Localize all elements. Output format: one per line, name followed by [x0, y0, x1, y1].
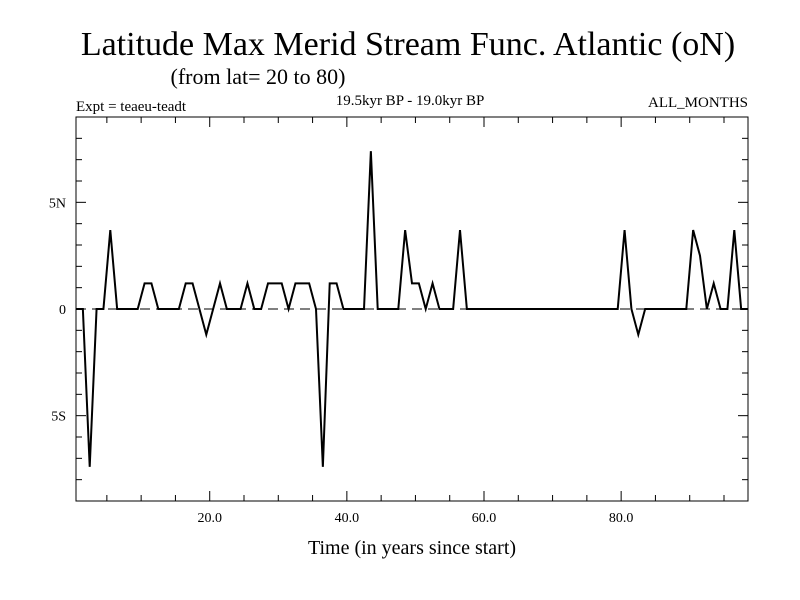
- chart-subtitle: (from lat= 20 to 80): [171, 64, 346, 89]
- expt-label: Expt = teaeu-teadt: [76, 99, 187, 115]
- x-axis-label: Time (in years since start): [308, 537, 516, 559]
- x-tick-label: 20.0: [197, 511, 222, 526]
- chart-title: Latitude Max Merid Stream Func. Atlantic…: [81, 26, 735, 63]
- axis-ticks: [76, 117, 748, 501]
- axis-tick-labels: 20.0 40.0 60.0 80.0 5N 0 5S: [49, 196, 634, 526]
- plot-area: 20.0 40.0 60.0 80.0 5N 0 5S: [49, 116, 749, 526]
- period-label: 19.5kyr BP - 19.0kyr BP: [336, 93, 485, 109]
- x-tick-label: 40.0: [335, 511, 360, 526]
- y-tick-label: 5S: [51, 410, 66, 425]
- series-line: [76, 151, 748, 467]
- x-tick-label: 80.0: [609, 511, 634, 526]
- months-label: ALL_MONTHS: [648, 95, 748, 111]
- x-tick-label: 60.0: [472, 511, 497, 526]
- y-tick-label: 0: [59, 303, 66, 318]
- y-tick-label: 5N: [49, 196, 66, 211]
